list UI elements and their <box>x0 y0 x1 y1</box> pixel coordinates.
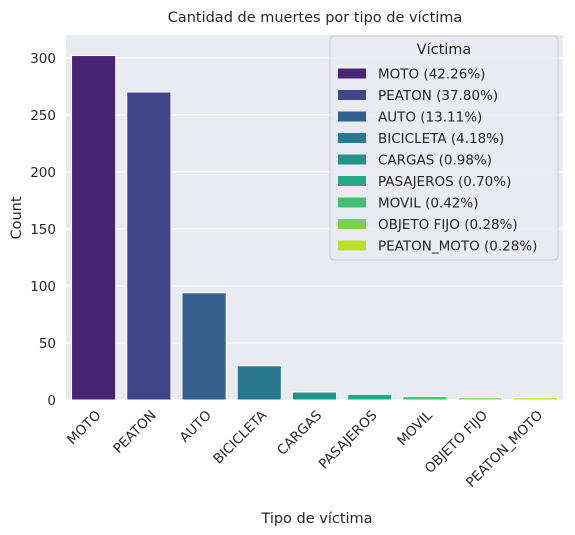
y-tick-label: 300 <box>30 51 56 67</box>
bar-objeto-fijo <box>457 397 503 401</box>
y-axis-ticks: 0 50 100 150 200 250 300 <box>30 51 56 409</box>
legend-entry: BICICLETA (4.18%) <box>378 131 504 147</box>
x-tick-label: BICICLETA <box>210 407 270 467</box>
legend-entry: PEATON (37.80%) <box>378 88 498 104</box>
legend-entry: CARGAS (0.98%) <box>378 153 492 169</box>
bar-pasajeros <box>347 393 393 401</box>
bar-peaton <box>126 91 172 401</box>
legend-box <box>329 35 559 261</box>
bar-peaton-moto <box>512 397 558 401</box>
legend-swatch <box>338 240 366 251</box>
x-tick-label: AUTO <box>177 408 215 446</box>
legend-swatch <box>338 219 366 229</box>
legend-swatch <box>338 133 366 143</box>
x-tick-label: MOVIL <box>394 407 436 449</box>
legend-swatch <box>338 111 366 122</box>
bar-cargas <box>291 391 338 401</box>
chart-title: Cantidad de muertes por tipo de víctima <box>168 10 463 26</box>
legend-entry: PEATON_MOTO (0.28%) <box>378 239 537 255</box>
legend-entry: OBJETO FIJO (0.28%) <box>378 217 518 233</box>
legend-swatch <box>338 176 366 186</box>
legend-entry: MOVIL (0.42%) <box>378 196 479 212</box>
bar-auto <box>181 292 227 401</box>
y-tick-label: 100 <box>30 279 56 295</box>
legend-title: Víctima <box>417 42 472 58</box>
bar-moto <box>71 55 117 401</box>
y-tick-label: 250 <box>30 108 56 124</box>
legend: Víctima MOTO (42.26%) PEATON (37.80%) AUTO… <box>329 35 559 261</box>
x-axis-label: Tipo de víctima <box>260 511 372 527</box>
bar-bicicleta <box>236 365 282 401</box>
x-tick-label: PEATON <box>110 408 159 457</box>
y-tick-label: 150 <box>30 222 56 238</box>
legend-swatch <box>338 154 366 165</box>
legend-entry: MOTO (42.26%) <box>378 67 485 83</box>
y-axis-label: Count <box>9 196 25 239</box>
y-tick-label: 50 <box>39 336 56 352</box>
bar-movil <box>402 396 448 401</box>
legend-entry: AUTO (13.11%) <box>378 110 482 126</box>
legend-swatch <box>338 68 366 79</box>
x-tick-label: MOTO <box>64 408 104 448</box>
y-tick-label: 0 <box>47 393 56 409</box>
y-tick-label: 200 <box>30 165 56 181</box>
legend-swatch <box>338 90 366 100</box>
x-tick-label: CARGAS <box>274 408 325 459</box>
legend-entries: MOTO (42.26%) PEATON (37.80%) AUTO (13.11%… <box>338 67 537 255</box>
legend-entry: PASAJEROS (0.70%) <box>378 174 511 190</box>
bars <box>71 55 558 401</box>
legend-swatch <box>338 197 366 208</box>
x-tick-label: PASAJEROS <box>316 408 381 473</box>
